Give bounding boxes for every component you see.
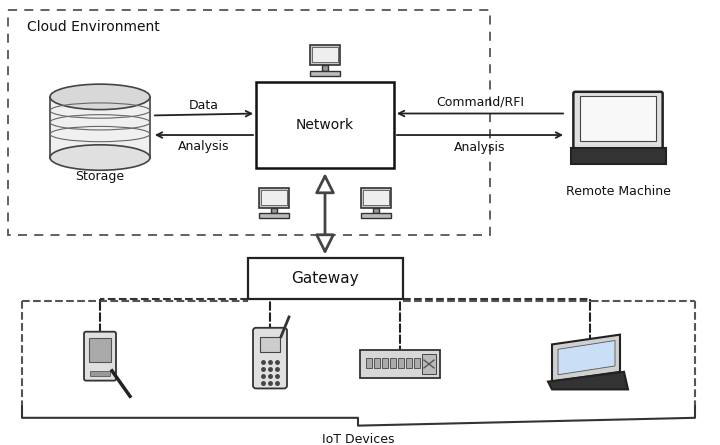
FancyBboxPatch shape <box>256 82 394 168</box>
FancyBboxPatch shape <box>271 208 277 214</box>
FancyBboxPatch shape <box>406 358 412 368</box>
FancyBboxPatch shape <box>398 358 404 368</box>
FancyBboxPatch shape <box>253 328 287 388</box>
Ellipse shape <box>50 84 150 109</box>
FancyBboxPatch shape <box>580 97 656 141</box>
FancyBboxPatch shape <box>430 358 436 368</box>
Text: Network: Network <box>296 118 354 132</box>
FancyBboxPatch shape <box>364 190 389 205</box>
Text: Command/RFI: Command/RFI <box>436 95 524 108</box>
FancyBboxPatch shape <box>312 47 338 62</box>
FancyBboxPatch shape <box>390 358 396 368</box>
FancyBboxPatch shape <box>310 45 341 65</box>
Text: Data: Data <box>189 99 219 112</box>
FancyBboxPatch shape <box>573 92 662 150</box>
Ellipse shape <box>50 145 150 170</box>
Text: Gateway: Gateway <box>291 271 359 287</box>
FancyBboxPatch shape <box>422 354 436 374</box>
FancyBboxPatch shape <box>570 148 665 164</box>
Polygon shape <box>548 372 628 389</box>
Text: Analysis: Analysis <box>454 141 505 154</box>
FancyBboxPatch shape <box>360 350 440 378</box>
Text: Cloud Environment: Cloud Environment <box>27 20 159 34</box>
Polygon shape <box>558 340 615 375</box>
FancyBboxPatch shape <box>310 71 341 76</box>
FancyBboxPatch shape <box>361 214 391 218</box>
FancyBboxPatch shape <box>382 358 388 368</box>
FancyBboxPatch shape <box>414 358 420 368</box>
FancyBboxPatch shape <box>422 358 428 368</box>
FancyBboxPatch shape <box>373 208 379 214</box>
FancyBboxPatch shape <box>258 188 289 208</box>
FancyBboxPatch shape <box>84 332 116 380</box>
FancyBboxPatch shape <box>248 258 403 299</box>
Text: IoT Devices: IoT Devices <box>322 433 395 445</box>
FancyBboxPatch shape <box>260 336 280 352</box>
FancyBboxPatch shape <box>89 338 111 362</box>
FancyBboxPatch shape <box>50 97 150 158</box>
FancyBboxPatch shape <box>90 371 110 376</box>
Text: Remote Machine: Remote Machine <box>566 185 670 198</box>
FancyBboxPatch shape <box>361 188 391 208</box>
FancyBboxPatch shape <box>258 214 289 218</box>
Text: Analysis: Analysis <box>179 140 230 153</box>
FancyBboxPatch shape <box>8 10 490 235</box>
Polygon shape <box>552 335 620 382</box>
FancyBboxPatch shape <box>322 65 328 71</box>
FancyBboxPatch shape <box>366 358 372 368</box>
Text: Storage: Storage <box>76 170 125 182</box>
FancyBboxPatch shape <box>374 358 380 368</box>
FancyBboxPatch shape <box>261 190 287 205</box>
